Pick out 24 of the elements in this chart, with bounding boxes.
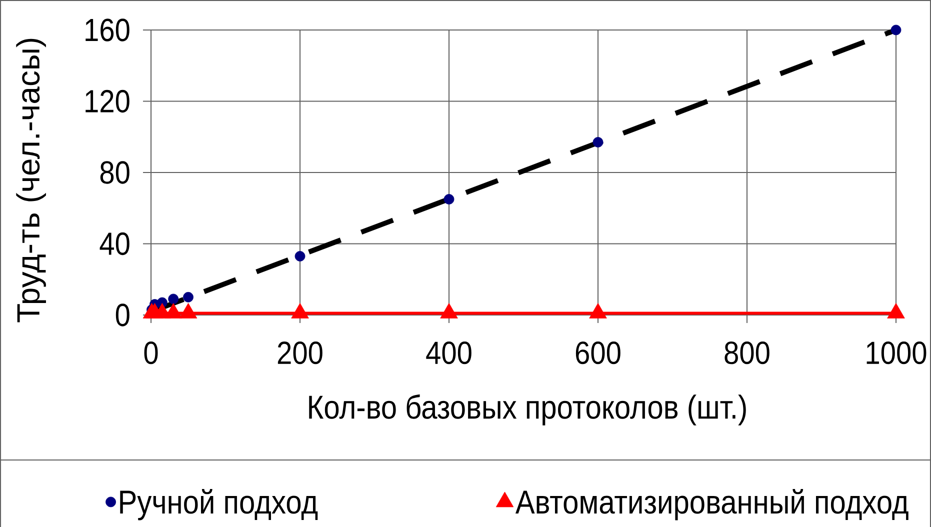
x-tick-label: 200 (278, 342, 322, 364)
legend-label: Автоматизированный подход (515, 488, 908, 520)
point (444, 194, 454, 204)
x-tick-label: 400 (426, 342, 472, 364)
y-tick-label: 40 (100, 232, 130, 256)
point (291, 303, 309, 318)
x-axis-title: Кол-во базовых протоколов (шт.) (309, 394, 746, 426)
point (887, 303, 905, 318)
point (589, 303, 607, 318)
point (592, 137, 604, 148)
y-tick-label: 80 (100, 161, 130, 184)
y-axis-title: Труд-ть (чел.-часы) (16, 38, 46, 322)
x-tick-label: 1000 (866, 342, 926, 364)
point (890, 24, 902, 36)
point (179, 303, 198, 318)
y-tick-label: 120 (86, 90, 130, 113)
point (440, 303, 458, 318)
point (164, 303, 182, 318)
legend-label: Ручной подход (120, 488, 318, 520)
x-tick-label: 600 (576, 342, 620, 364)
y-tick-label: 0 (116, 304, 130, 326)
x-tick-label: 0 (144, 342, 158, 364)
y-tick-label: 160 (86, 18, 130, 42)
x-tick-label: 800 (724, 342, 770, 364)
